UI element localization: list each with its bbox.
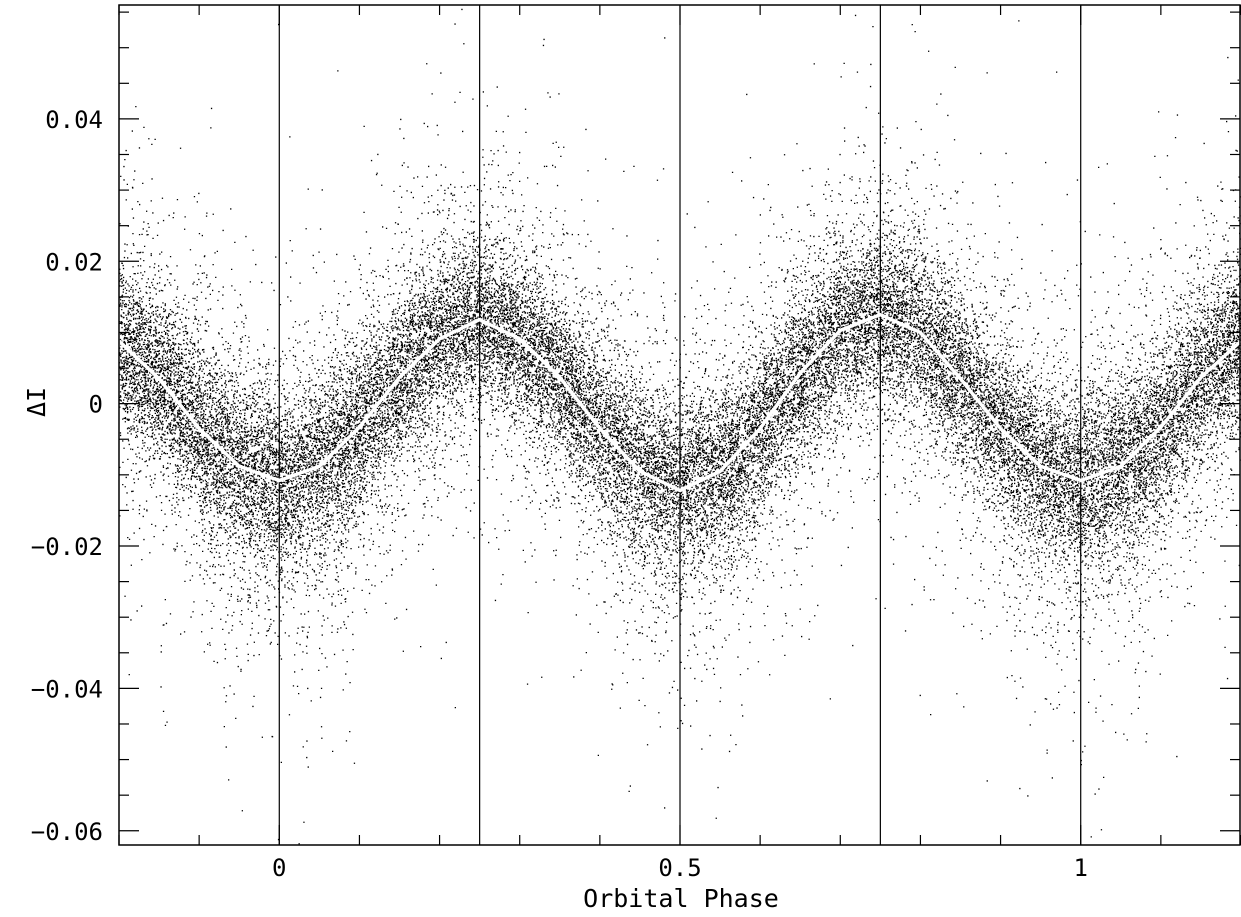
mean-curve-line bbox=[117, 312, 1241, 493]
tick-labels: 0 0.5 1 0.04 0.02 0 −0.02 −0.04 −0.06 bbox=[31, 106, 1088, 882]
mean-curve bbox=[117, 312, 1241, 493]
y-axis-label: ΔI bbox=[22, 387, 51, 417]
x-tick-label: 0 bbox=[272, 854, 286, 882]
phase-marker-lines bbox=[278, 5, 1082, 845]
y-tick-label: −0.04 bbox=[31, 675, 103, 703]
y-tick-label: 0.02 bbox=[45, 248, 103, 276]
y-tick-label: 0.04 bbox=[45, 106, 103, 134]
axis-ticks bbox=[118, 5, 1241, 845]
x-axis-label: Orbital Phase bbox=[583, 884, 779, 913]
x-tick-label: 1 bbox=[1073, 854, 1087, 882]
x-tick-label: 0.5 bbox=[658, 854, 701, 882]
y-tick-label: −0.06 bbox=[31, 818, 103, 846]
y-tick-label: 0 bbox=[89, 391, 103, 419]
y-tick-label: −0.02 bbox=[31, 533, 103, 561]
